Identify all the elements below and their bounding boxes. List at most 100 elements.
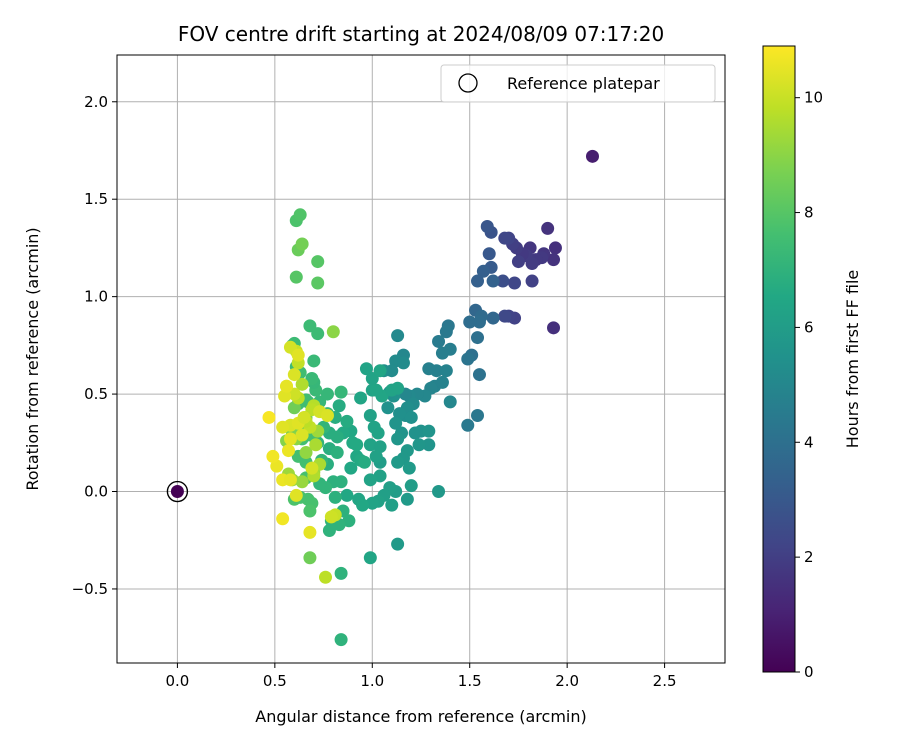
data-point [289, 488, 303, 502]
data-point [287, 401, 301, 415]
data-point [344, 461, 358, 475]
data-point [404, 410, 418, 424]
data-point [463, 315, 477, 329]
data-point [363, 409, 377, 423]
data-point [482, 247, 496, 261]
data-point [334, 475, 348, 489]
data-point [357, 455, 371, 469]
y-tick-label: 0.5 [84, 385, 108, 403]
data-point [330, 446, 344, 460]
data-point [359, 362, 373, 376]
data-point [281, 444, 295, 458]
data-point [320, 387, 334, 401]
data-point [373, 469, 387, 483]
colorbar-label: Hours from first FF file [843, 270, 862, 449]
data-point [404, 479, 418, 493]
data-point [422, 362, 436, 376]
reference-point [170, 485, 184, 499]
data-point [486, 311, 500, 325]
data-point [276, 512, 290, 526]
data-point [432, 485, 446, 499]
data-point [498, 231, 512, 245]
data-point [480, 219, 494, 233]
y-axis-label: Rotation from reference (arcmin) [23, 227, 42, 490]
data-point [461, 352, 475, 366]
plot-area-frame [116, 54, 726, 664]
data-point [299, 446, 313, 460]
data-point [435, 375, 449, 389]
x-tick-label: 2.0 [555, 672, 579, 690]
data-point [354, 391, 368, 405]
data-point [291, 348, 305, 362]
data-point [303, 525, 317, 539]
data-point [311, 327, 325, 341]
data-point [439, 364, 453, 378]
chart-title: FOV centre drift starting at 2024/08/09 … [178, 22, 664, 46]
colorbar-tick-label: 8 [804, 204, 814, 222]
data-point [547, 253, 561, 267]
data-point [471, 409, 485, 423]
data-point [289, 270, 303, 284]
data-point [278, 389, 292, 403]
data-point [391, 432, 405, 446]
legend-box [440, 64, 716, 103]
x-tick-label: 1.5 [458, 672, 482, 690]
data-point [287, 368, 301, 382]
data-point [305, 461, 319, 475]
data-point [476, 264, 490, 278]
data-point [391, 381, 405, 395]
legend-label: Reference platepar [507, 74, 660, 93]
data-point [293, 208, 307, 222]
y-tick-label: −0.5 [72, 580, 108, 598]
data-point [283, 473, 297, 487]
data-point [373, 440, 387, 454]
data-point [319, 570, 333, 584]
data-points [262, 149, 599, 647]
data-point [471, 331, 485, 345]
data-point [311, 276, 325, 290]
data-point [295, 475, 309, 489]
data-point [525, 274, 539, 288]
x-axis-ticks: 0.0 0.5 1.0 1.5 2.0 2.5 [165, 663, 677, 690]
data-point [541, 221, 555, 235]
data-point [547, 321, 561, 335]
data-point [461, 418, 475, 432]
data-point [365, 496, 379, 510]
data-point [369, 449, 383, 463]
data-point [334, 385, 348, 399]
data-point [402, 461, 416, 475]
data-point [385, 498, 399, 512]
data-point [412, 438, 426, 452]
y-tick-label: 2.0 [84, 93, 108, 111]
y-axis-ticks: −0.5 0.0 0.5 1.0 1.5 2.0 [72, 93, 117, 598]
data-point [373, 364, 387, 378]
data-point [486, 274, 500, 288]
data-point [391, 537, 405, 551]
data-point [356, 498, 370, 512]
data-point [363, 438, 377, 452]
data-point [303, 504, 317, 518]
colorbar-tick-label: 10 [804, 89, 823, 107]
data-point [280, 379, 294, 393]
data-point [400, 492, 414, 506]
data-point [342, 514, 356, 528]
data-point [322, 523, 336, 537]
grid [117, 55, 725, 663]
data-point [283, 432, 297, 446]
data-point [295, 428, 309, 442]
data-point [266, 449, 280, 463]
colorbar-ticks: 0 2 4 6 8 10 [795, 89, 823, 681]
data-point [324, 510, 338, 524]
data-point [381, 401, 395, 415]
colorbar-tick-label: 2 [804, 548, 814, 566]
data-point [432, 334, 446, 348]
data-point [346, 436, 360, 450]
data-point [472, 315, 486, 329]
data-point [422, 424, 436, 438]
data-point [303, 551, 317, 565]
data-point [498, 309, 512, 323]
data-point [396, 356, 410, 370]
data-point [585, 149, 599, 163]
data-point [340, 414, 354, 428]
data-point [309, 438, 323, 452]
